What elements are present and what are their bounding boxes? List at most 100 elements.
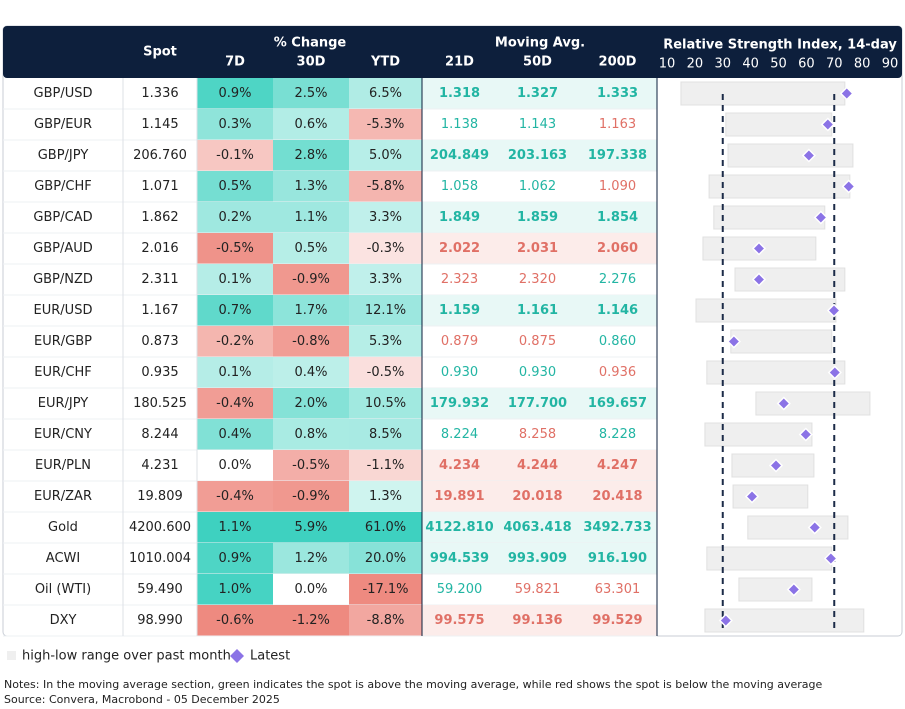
ma-cell bbox=[497, 450, 578, 481]
ma-cell bbox=[497, 512, 578, 543]
ma-cell bbox=[422, 233, 497, 264]
change-value: -1.2% bbox=[292, 613, 330, 628]
change-value: -0.6% bbox=[216, 613, 254, 628]
change-value: 0.9% bbox=[218, 86, 251, 101]
ma-cell bbox=[578, 605, 657, 636]
ma-cell bbox=[422, 140, 497, 171]
change-value: 3.3% bbox=[369, 210, 402, 225]
ma-value: 20.418 bbox=[592, 489, 642, 504]
ma-value: 1.318 bbox=[439, 86, 480, 101]
change-value: 1.1% bbox=[218, 520, 251, 535]
ma-value: 20.018 bbox=[512, 489, 562, 504]
ma-value: 4.244 bbox=[517, 458, 558, 473]
change-cell bbox=[349, 388, 422, 419]
row-name: GBP/EUR bbox=[34, 117, 92, 132]
row-name: EUR/CNY bbox=[34, 427, 92, 442]
spot-value: 59.490 bbox=[137, 582, 183, 597]
ma-value: 1.146 bbox=[597, 303, 638, 318]
ma-cell bbox=[497, 295, 578, 326]
spot-value: 4200.600 bbox=[129, 520, 191, 535]
spot-value: 206.760 bbox=[133, 148, 187, 163]
change-cell bbox=[197, 295, 273, 326]
change-value: 1.1% bbox=[294, 210, 327, 225]
change-value: 0.5% bbox=[294, 241, 327, 256]
legend-range-swatch bbox=[7, 651, 16, 660]
change-cell bbox=[197, 264, 273, 295]
ma-value: 1.062 bbox=[519, 179, 556, 194]
ma-value: 1.058 bbox=[441, 179, 478, 194]
change-value: -0.9% bbox=[292, 272, 330, 287]
ma-value: 3492.733 bbox=[583, 520, 651, 535]
rsi-range bbox=[727, 143, 854, 168]
rsi-latest bbox=[807, 520, 822, 535]
ma-value: 2.031 bbox=[517, 241, 558, 256]
rsi-latest bbox=[744, 489, 760, 504]
ma-value: 2.060 bbox=[597, 241, 638, 256]
legend-latest-swatch bbox=[230, 649, 244, 663]
change-cell bbox=[349, 171, 422, 202]
change-cell bbox=[349, 574, 422, 605]
ma-value: 197.338 bbox=[588, 148, 647, 163]
change-value: -0.4% bbox=[216, 489, 254, 504]
change-cell bbox=[273, 109, 349, 140]
change-value: 0.8% bbox=[294, 427, 327, 442]
change-cell bbox=[197, 233, 273, 264]
rsi-range bbox=[730, 329, 833, 354]
ma-value: 1.859 bbox=[517, 210, 558, 225]
ma-value: 0.930 bbox=[519, 365, 556, 380]
spot-value: 1.167 bbox=[141, 303, 178, 318]
change-value: 0.7% bbox=[218, 303, 251, 318]
ma-cell bbox=[422, 295, 497, 326]
change-value: 1.2% bbox=[294, 551, 327, 566]
ma-cell bbox=[422, 450, 497, 481]
spot-value: 1.071 bbox=[141, 179, 178, 194]
change-cell bbox=[197, 450, 273, 481]
row-name: Gold bbox=[48, 520, 78, 535]
change-cell bbox=[197, 171, 273, 202]
change-value: 0.5% bbox=[218, 179, 251, 194]
ma-value: 203.163 bbox=[508, 148, 567, 163]
row-name: GBP/USD bbox=[34, 86, 93, 101]
rsi-range bbox=[725, 112, 833, 137]
ma-value: 8.228 bbox=[599, 427, 636, 442]
change-value: -5.3% bbox=[367, 117, 405, 132]
change-cell bbox=[197, 78, 273, 109]
change-value: 61.0% bbox=[365, 520, 406, 535]
row-name: DXY bbox=[50, 613, 77, 628]
ma-cell bbox=[578, 450, 657, 481]
ma-value: 1.090 bbox=[599, 179, 636, 194]
rsi-tick-label: 70 bbox=[826, 57, 843, 72]
change-value: -0.3% bbox=[367, 241, 405, 256]
ma-value: 1.849 bbox=[439, 210, 480, 225]
ma-value: 1.138 bbox=[441, 117, 478, 132]
ma-value: 19.891 bbox=[434, 489, 484, 504]
spot-value: 0.935 bbox=[141, 365, 178, 380]
ma-cell bbox=[578, 233, 657, 264]
row-name: Oil (WTI) bbox=[35, 582, 91, 597]
ma-cell bbox=[422, 202, 497, 233]
ma-cell bbox=[422, 481, 497, 512]
change-cell bbox=[273, 512, 349, 543]
change-cell bbox=[197, 543, 273, 574]
ma-cell bbox=[497, 543, 578, 574]
spot-value: 8.244 bbox=[141, 427, 178, 442]
change-value: 0.0% bbox=[294, 582, 327, 597]
rsi-tick-label: 60 bbox=[798, 57, 815, 72]
change-cell bbox=[273, 543, 349, 574]
rsi-range bbox=[732, 484, 809, 509]
spot-value: 4.231 bbox=[141, 458, 178, 473]
ma-cell bbox=[422, 543, 497, 574]
ma-value: 1.854 bbox=[597, 210, 638, 225]
ma-value: 169.657 bbox=[588, 396, 647, 411]
change-cell bbox=[197, 357, 273, 388]
ma-cell bbox=[578, 78, 657, 109]
change-value: 0.4% bbox=[218, 427, 251, 442]
change-cell bbox=[349, 140, 422, 171]
change-cell bbox=[273, 264, 349, 295]
change-value: -5.8% bbox=[367, 179, 405, 194]
change-value: -0.5% bbox=[292, 458, 330, 473]
rsi-range bbox=[738, 577, 813, 602]
ma-value: 99.575 bbox=[434, 613, 484, 628]
change-cell bbox=[349, 605, 422, 636]
change-cell bbox=[349, 419, 422, 450]
